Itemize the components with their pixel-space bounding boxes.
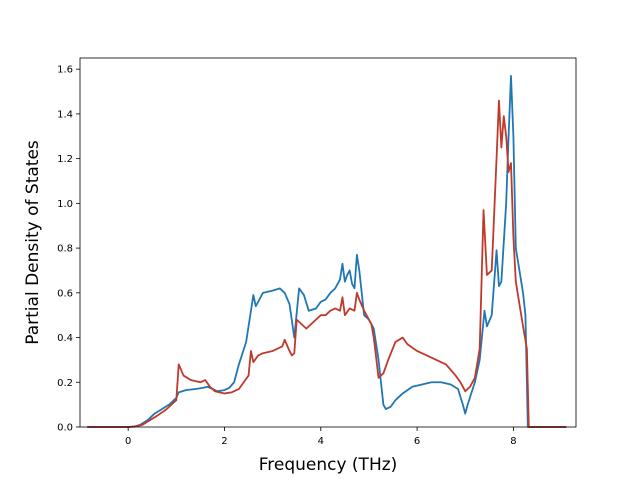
y-tick-label: 0.6 <box>57 288 73 299</box>
plot-area <box>87 74 567 428</box>
x-axis-label: Frequency (THz) <box>259 455 398 475</box>
x-tick-label: 6 <box>414 436 420 447</box>
y-tick-label: 0.4 <box>57 333 73 344</box>
y-tick-label: 0.8 <box>57 244 73 255</box>
x-axis-ticks: 0 2 4 6 8 <box>125 427 517 447</box>
x-tick-label: 0 <box>125 436 131 447</box>
axes-frame <box>79 57 577 428</box>
y-tick-label: 1.4 <box>57 109 73 120</box>
y-tick-label: 1.6 <box>57 65 73 76</box>
y-axis-ticks: 0.0 0.2 0.4 0.6 0.8 1.0 1.2 1.4 1.6 <box>57 65 80 434</box>
y-tick-label: 1.0 <box>57 199 73 210</box>
x-tick-label: 2 <box>221 436 227 447</box>
y-tick-label: 1.2 <box>57 154 73 165</box>
x-tick-label: 8 <box>510 436 516 447</box>
series-line-2 <box>87 99 567 428</box>
y-tick-label: 0.0 <box>57 423 73 434</box>
y-axis-label: Partial Density of States <box>23 140 43 345</box>
y-tick-label: 0.2 <box>57 378 73 389</box>
x-tick-label: 4 <box>318 436 324 447</box>
series-line-1 <box>87 74 567 428</box>
